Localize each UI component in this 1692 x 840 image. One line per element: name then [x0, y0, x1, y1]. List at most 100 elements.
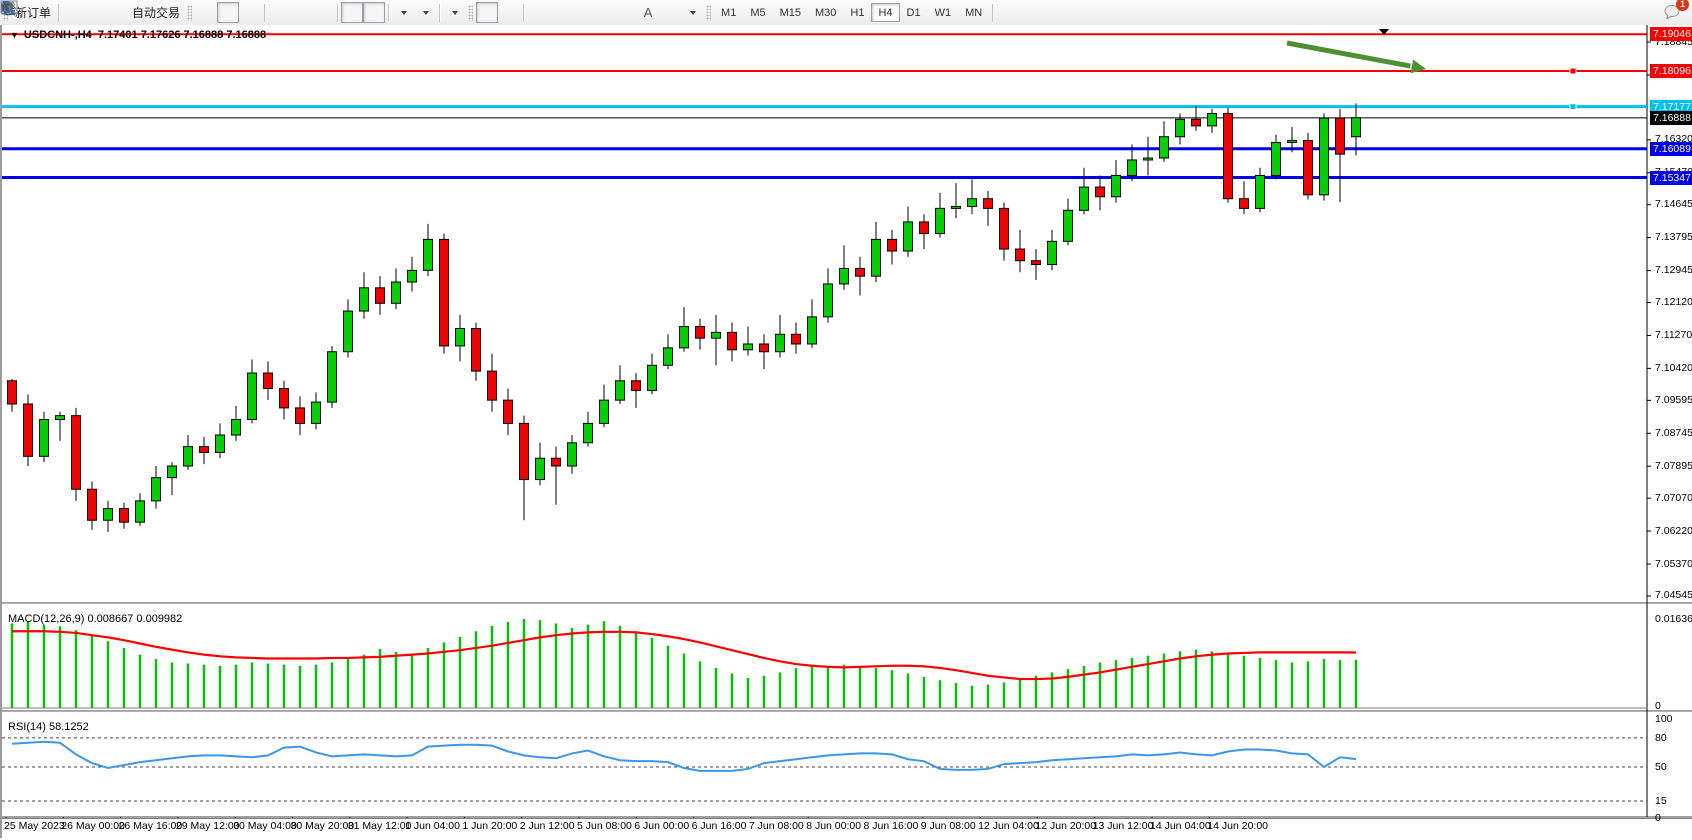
auto-trading-label: 自动交易	[132, 6, 181, 20]
annotation-arrow-shaft[interactable]	[1286, 40, 1411, 69]
equidistant-channel-button[interactable]: E	[0, 1, 615, 23]
text-button[interactable]: A	[637, 2, 659, 23]
timeframe-h1[interactable]: H1	[843, 3, 871, 22]
chart-window: ▼ USDCNH-,H4 7.17401 7.17626 7.16888 7.16…	[0, 25, 1692, 839]
candle-body	[215, 434, 225, 453]
price-tick-label: 7.10420	[1655, 361, 1692, 374]
rsi-level-label: 15	[1655, 794, 1667, 807]
price-line-handle[interactable]	[1569, 67, 1577, 75]
candle-body	[487, 370, 497, 401]
candle-body	[807, 316, 817, 345]
periods-button[interactable]	[0, 0, 436, 23]
vertical-line-button[interactable]	[4, 1, 549, 23]
toolbar-separator	[523, 3, 525, 22]
chart-plot[interactable]	[2, 25, 1692, 838]
crosshair-button[interactable]	[1, 1, 520, 23]
candle-body	[599, 399, 609, 424]
candle-body	[1303, 140, 1313, 196]
search-icon	[1, 1, 16, 16]
timeframe-m30[interactable]: M30	[808, 3, 843, 22]
auto-trading-button[interactable]: 自动交易	[0, 0, 184, 23]
arrows-button[interactable]	[3, 2, 703, 23]
time-axis-label: 8 Jun 00:00	[806, 820, 862, 832]
candle-body	[423, 238, 433, 271]
signals-button[interactable]	[2, 2, 128, 23]
rsi-level-label: 50	[1655, 761, 1667, 773]
candle-body	[1239, 198, 1249, 209]
candle-body	[823, 283, 833, 318]
candle-body	[679, 326, 689, 349]
candle-body	[55, 415, 65, 421]
candle-body	[951, 205, 961, 209]
dropdown-arrow-icon	[423, 10, 430, 15]
time-axis-label: 14 Jun 04:00	[1150, 820, 1211, 832]
chart-title: ▼ USDCNH-,H4 7.17401 7.17626 7.16888 7.16…	[10, 29, 266, 41]
timeframe-mn[interactable]: MN	[958, 3, 989, 22]
zoom-out-button[interactable]	[1, 0, 312, 23]
timeframe-d1[interactable]: D1	[900, 3, 928, 22]
search-button[interactable]	[1, 1, 1656, 23]
timeframe-h4[interactable]: H4	[871, 3, 900, 22]
zoom-in-button[interactable]	[1, 0, 290, 23]
price-line-handle[interactable]	[1569, 103, 1577, 111]
cursor-button[interactable]	[3, 1, 499, 23]
macd-zero-label: 0	[1655, 700, 1661, 712]
candle-body	[151, 477, 161, 502]
price-line-badge: 7.16089	[1650, 141, 1692, 156]
timeframe-m1[interactable]: M1	[714, 3, 743, 22]
tile-windows-button[interactable]	[0, 1, 334, 23]
candle-body	[199, 446, 209, 453]
notifications-button[interactable]: 1	[1662, 0, 1689, 23]
candle-body	[1271, 142, 1281, 176]
data-window-button[interactable]	[1, 1, 84, 23]
candle-body	[1143, 157, 1153, 161]
metaeditor-button[interactable]	[0, 1, 106, 23]
time-axis-label: 12 Jun 04:00	[978, 820, 1039, 832]
candle-body	[407, 269, 417, 283]
toolbar-separator	[264, 3, 266, 22]
candle-body	[311, 401, 321, 424]
trendline-button[interactable]	[0, 1, 593, 23]
annotation-arrow-head[interactable]	[1410, 59, 1426, 74]
indicators-button[interactable]	[0, 1, 414, 23]
candlestick-chart-button[interactable]	[1, 1, 240, 23]
auto-scroll-button[interactable]	[1, 1, 364, 23]
collapse-triangle-icon[interactable]: ▼	[10, 30, 19, 40]
time-axis[interactable]	[2, 818, 1692, 839]
rsi-line	[11, 740, 1357, 772]
templates-button[interactable]	[0, 0, 465, 23]
chart-shift-button[interactable]	[1, 1, 386, 23]
candle-body	[631, 380, 641, 391]
fibonacci-button[interactable]: F	[1, 2, 637, 23]
price-line-badge: 7.15347	[1650, 170, 1692, 185]
time-axis-label: 31 May 12:00	[347, 820, 412, 832]
time-axis-label: 30 May 20:00	[290, 820, 355, 832]
candle-body	[375, 287, 385, 304]
chart-background	[2, 25, 1692, 838]
candle-body	[1015, 248, 1025, 262]
text-label-button[interactable]: T	[1, 2, 681, 23]
timeframe-m15[interactable]: M15	[773, 3, 808, 22]
candle-body	[1063, 209, 1073, 242]
candle-body	[919, 221, 929, 235]
candle-body	[567, 442, 577, 467]
candle-body	[983, 198, 993, 209]
candle-body	[647, 364, 657, 391]
svg-text:T: T	[5, 3, 11, 14]
scroll-position-marker	[1379, 29, 1389, 35]
candle-body	[999, 207, 1009, 250]
line-chart-button[interactable]	[0, 1, 261, 23]
bar-chart-button[interactable]	[1, 2, 217, 23]
horizontal-line-button[interactable]	[1, 2, 571, 23]
candle-body	[1175, 118, 1185, 138]
candle-body	[359, 287, 369, 312]
candle-body	[1047, 240, 1057, 266]
candle-body	[1111, 174, 1121, 198]
time-axis-label: 9 Jun 08:00	[920, 820, 976, 832]
candle-body	[295, 407, 305, 424]
candle-body	[1335, 117, 1345, 155]
timeframe-w1[interactable]: W1	[928, 3, 959, 22]
candle-body	[663, 347, 673, 366]
timeframe-m5[interactable]: M5	[743, 3, 772, 22]
candle-body	[519, 422, 529, 481]
